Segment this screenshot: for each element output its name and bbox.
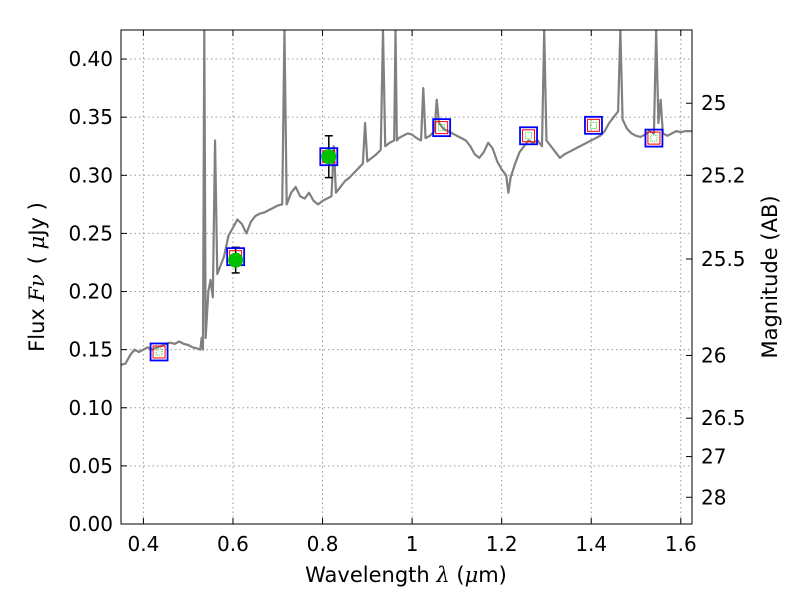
photometry-group xyxy=(149,115,664,362)
model-band-box xyxy=(644,128,664,148)
x-tick-label: 1 xyxy=(406,532,419,556)
magnitude-tick-label: 25.2 xyxy=(701,163,746,187)
spectrum-group xyxy=(121,30,692,366)
x-tick-label: 1.4 xyxy=(575,532,607,556)
photometry-point xyxy=(525,132,532,140)
y-tick-label: 0.05 xyxy=(68,454,113,478)
model-band-box xyxy=(149,342,169,362)
y-tick-label: 0.00 xyxy=(68,512,113,536)
model-band-box xyxy=(519,126,538,146)
x-axis-label: Wavelength λ (μm) xyxy=(305,563,507,587)
x-tick-label: 0.4 xyxy=(127,532,159,556)
photometry-point xyxy=(438,124,446,132)
y-tick-label: 0.20 xyxy=(68,280,113,304)
x-tick-label: 0.8 xyxy=(307,532,339,556)
photometry-point xyxy=(155,348,163,356)
magnitude-tick-label: 28 xyxy=(701,485,726,509)
y-tick-label: 0.40 xyxy=(68,47,113,71)
y-tick-label: 0.25 xyxy=(68,221,113,245)
model-flux-marker xyxy=(435,121,449,135)
axis-ticks: 0.4 0.6 0.8 1 1.2 1.4 1.6 0.00 0.05 0.10 0.15 0.20 0… xyxy=(68,30,746,556)
plot-background xyxy=(121,30,692,524)
y-tick-label: 0.30 xyxy=(68,163,113,187)
photometry-point xyxy=(228,252,244,268)
magnitude-tick-label: 26 xyxy=(701,343,726,367)
model-flux-marker xyxy=(647,131,661,145)
magnitude-tick-label: 26.5 xyxy=(701,406,746,430)
magnitude-tick-label: 25 xyxy=(701,91,726,115)
model-flux-marker xyxy=(152,345,166,359)
magnitude-tick-label: 25.5 xyxy=(701,247,746,271)
y-tick-label: 0.35 xyxy=(68,105,113,129)
magnitude-tick-label: 27 xyxy=(701,445,726,469)
photometry-point xyxy=(650,134,658,142)
photometry-point xyxy=(590,121,597,129)
model-band-box xyxy=(319,147,339,167)
model-band-box xyxy=(432,118,452,138)
y2-axis-label: Magnitude (AB) xyxy=(758,195,782,358)
y-tick-label: 0.10 xyxy=(68,396,113,420)
x-tick-label: 0.6 xyxy=(217,532,249,556)
model-band-box xyxy=(584,115,603,135)
model-flux-marker xyxy=(522,129,536,143)
plot-frame xyxy=(120,29,693,525)
x-tick-label: 1.2 xyxy=(486,532,518,556)
y-tick-label: 0.15 xyxy=(68,338,113,362)
x-tick-label: 1.6 xyxy=(665,532,697,556)
y-axis-label: Flux Fν( μJy ) xyxy=(25,202,49,352)
model-flux-marker xyxy=(586,118,600,132)
model-spectrum-line xyxy=(121,30,692,366)
photometry-point xyxy=(321,149,337,165)
